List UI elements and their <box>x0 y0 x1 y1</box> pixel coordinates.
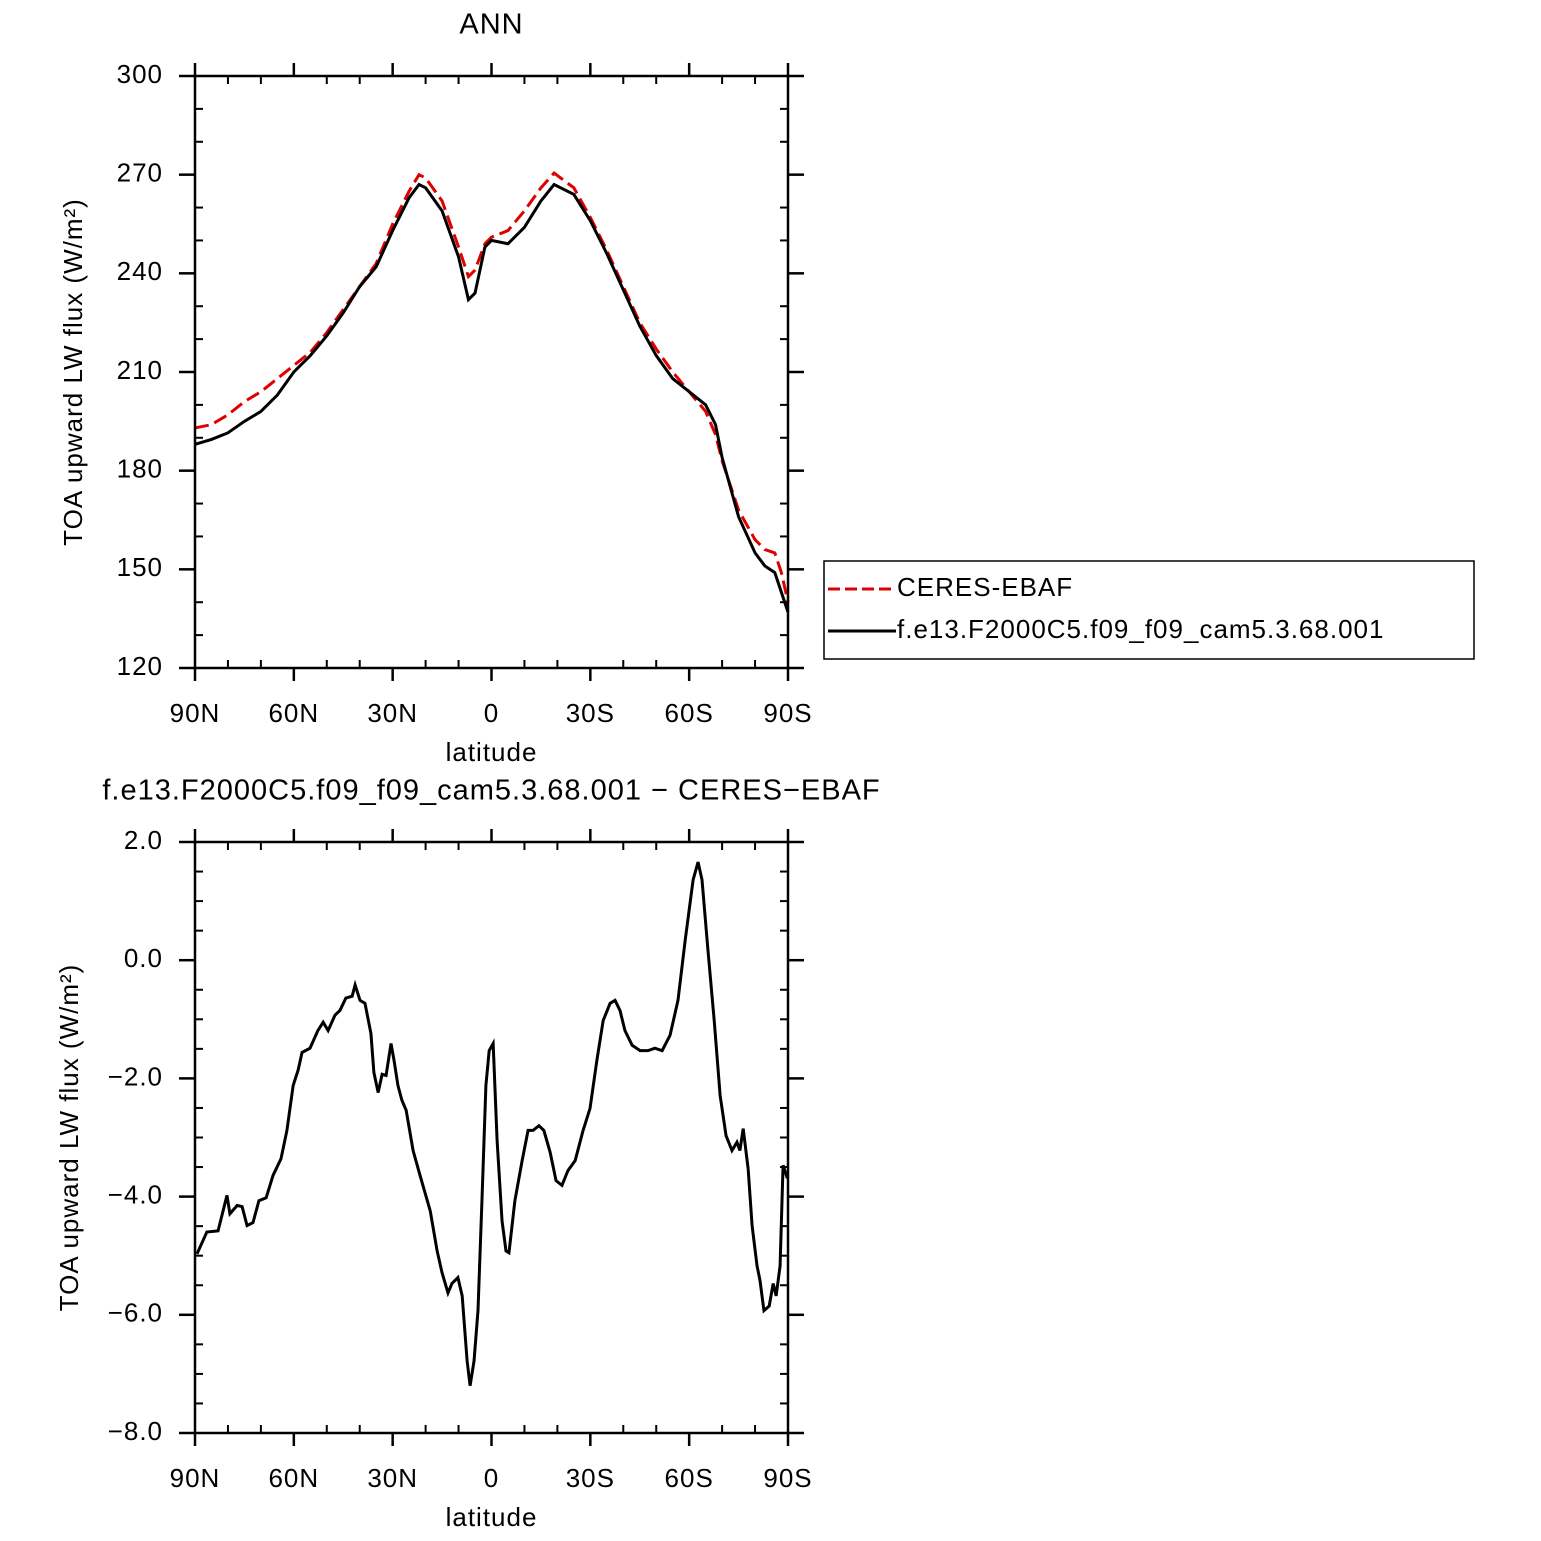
y-tick-label: 150 <box>117 552 163 582</box>
x-tick-label: 90N <box>170 1463 221 1493</box>
x-tick-label: 30N <box>367 698 418 728</box>
legend-label: f.e13.F2000C5.f09_f09_cam5.3.68.001 <box>897 614 1384 644</box>
y-tick-label: 240 <box>117 256 163 286</box>
data-line <box>195 861 789 1386</box>
x-tick-label: 90S <box>763 1463 812 1493</box>
y-axis-label: TOA upward LW flux (W/m²) <box>58 198 88 546</box>
chart-title: ANN <box>459 9 523 41</box>
y-tick-label: 270 <box>117 158 163 188</box>
x-tick-label: 60N <box>268 1463 319 1493</box>
y-tick-label: −4.0 <box>108 1179 163 1209</box>
y-tick-label: −6.0 <box>108 1298 163 1328</box>
data-line <box>194 182 790 613</box>
x-tick-label: 0 <box>484 698 499 728</box>
y-tick-label: 300 <box>117 59 163 89</box>
y-tick-label: 2.0 <box>124 825 163 855</box>
y-tick-label: 210 <box>117 355 163 385</box>
legend-label: CERES-EBAF <box>897 572 1073 602</box>
x-axis-label: latitude <box>446 1502 538 1532</box>
x-tick-label: 60N <box>268 698 319 728</box>
y-axis-label: TOA upward LW flux (W/m²) <box>54 964 84 1312</box>
y-tick-label: −2.0 <box>108 1061 163 1091</box>
x-tick-label: 90N <box>170 698 221 728</box>
legend-box <box>823 560 1475 660</box>
chart-title: f.e13.F2000C5.f09_f09_cam5.3.68.001 − CE… <box>102 775 880 807</box>
y-tick-label: 120 <box>117 651 163 681</box>
x-tick-label: 60S <box>665 698 714 728</box>
data-line <box>194 170 790 603</box>
x-tick-label: 30S <box>566 698 615 728</box>
x-tick-label: 60S <box>665 1463 714 1493</box>
x-axis-label: latitude <box>446 737 538 767</box>
x-tick-label: 90S <box>763 698 812 728</box>
x-tick-label: 30N <box>367 1463 418 1493</box>
y-tick-label: 180 <box>117 454 163 484</box>
y-tick-label: −8.0 <box>108 1416 163 1446</box>
x-tick-label: 30S <box>566 1463 615 1493</box>
legend: CERES-EBAF f.e13.F2000C5.f09_f09_cam5.3.6… <box>823 560 1475 660</box>
x-tick-label: 0 <box>484 1463 499 1493</box>
y-tick-label: 0.0 <box>124 943 163 973</box>
